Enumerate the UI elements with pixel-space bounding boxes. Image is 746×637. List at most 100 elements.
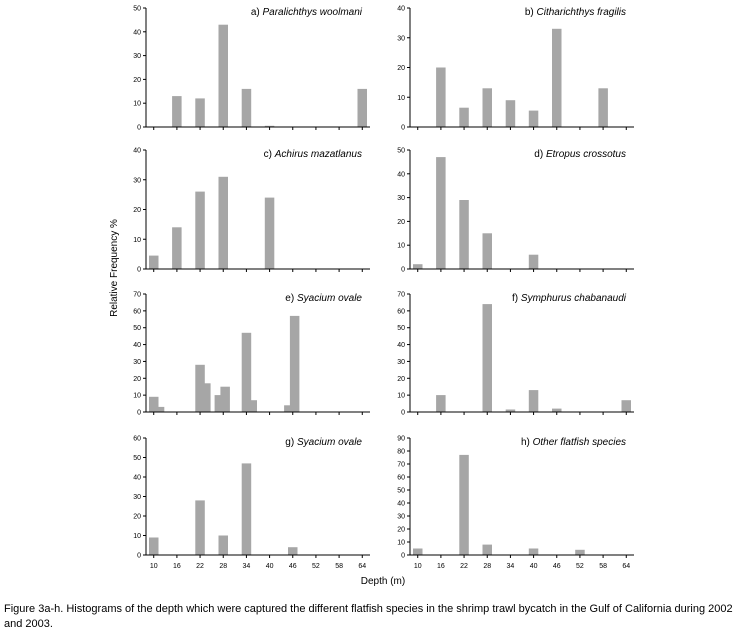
- y-tick-label-e-60: 60: [133, 308, 141, 315]
- x-tick-label-g-34: 34: [243, 563, 251, 570]
- y-tick-label-g-20: 20: [133, 514, 141, 521]
- panel-title-c: c) Achirus mazatlanus: [264, 149, 362, 160]
- x-tick-label-h-40: 40: [530, 563, 538, 570]
- bar-a-1: [195, 98, 205, 127]
- y-axis-title: Relative Frequency %: [109, 219, 120, 317]
- y-tick-label-a-0: 0: [137, 125, 141, 132]
- panel-letter-g: g): [285, 437, 294, 448]
- bar-e-2: [195, 364, 205, 412]
- y-tick-label-h-60: 60: [397, 475, 405, 482]
- y-tick-label-b-10: 10: [397, 95, 405, 102]
- y-tick-label-f-0: 0: [401, 410, 405, 417]
- x-tick-label-h-52: 52: [576, 563, 584, 570]
- y-tick-label-e-50: 50: [133, 325, 141, 332]
- y-tick-label-e-70: 70: [133, 292, 141, 299]
- x-tick-label-h-46: 46: [553, 563, 561, 570]
- x-tick-label-h-10: 10: [414, 563, 422, 570]
- bar-d-2: [459, 200, 469, 269]
- bar-f-3: [528, 390, 539, 412]
- bar-a-0: [172, 96, 182, 127]
- x-tick-label-g-58: 58: [335, 563, 343, 570]
- y-tick-label-h-30: 30: [397, 514, 405, 521]
- y-tick-label-b-40: 40: [397, 6, 405, 13]
- y-tick-label-e-10: 10: [133, 393, 141, 400]
- x-tick-label-g-22: 22: [196, 563, 204, 570]
- y-tick-label-f-10: 10: [397, 393, 405, 400]
- bar-b-1: [459, 107, 469, 127]
- bar-g-0: [149, 537, 159, 555]
- bar-c-2: [195, 191, 205, 269]
- x-tick-label-g-64: 64: [358, 563, 366, 570]
- bar-h-0: [413, 548, 423, 555]
- x-tick-label-h-58: 58: [599, 563, 607, 570]
- y-tick-label-c-0: 0: [137, 267, 141, 274]
- y-tick-label-c-30: 30: [133, 177, 141, 184]
- panel-title-a: a) Paralichthys woolmani: [251, 7, 363, 18]
- panel-species-e: Syacium ovale: [297, 293, 362, 304]
- y-tick-label-e-20: 20: [133, 376, 141, 383]
- bar-f-2: [505, 409, 516, 412]
- panel-species-g: Syacium ovale: [297, 437, 362, 448]
- panel-letter-c: c): [264, 149, 272, 160]
- y-tick-label-a-30: 30: [133, 53, 141, 60]
- bar-f-1: [482, 304, 492, 412]
- bar-g-4: [288, 547, 298, 555]
- y-tick-label-e-30: 30: [133, 359, 141, 366]
- panel-letter-b: b): [525, 7, 534, 18]
- panel-title-b: b) Citharichthys fragilis: [525, 7, 626, 18]
- y-tick-label-f-30: 30: [397, 359, 405, 366]
- bar-d-0: [413, 264, 423, 269]
- y-tick-label-b-20: 20: [397, 65, 405, 72]
- bar-b-5: [552, 28, 562, 127]
- bar-b-2: [482, 88, 492, 127]
- bar-f-5: [621, 400, 631, 412]
- bar-h-4: [575, 549, 585, 555]
- panel-title-h: h) Other flatfish species: [521, 437, 626, 448]
- panel-letter-f: f): [512, 293, 518, 304]
- bar-h-1: [459, 454, 469, 555]
- panel-species-d: Etropus crossotus: [546, 149, 626, 160]
- y-tick-label-h-90: 90: [397, 436, 405, 443]
- y-tick-label-h-70: 70: [397, 462, 405, 469]
- x-tick-label-g-10: 10: [150, 563, 158, 570]
- y-tick-label-g-30: 30: [133, 494, 141, 501]
- y-tick-label-h-80: 80: [397, 449, 405, 456]
- bar-f-4: [552, 408, 562, 412]
- bar-c-0: [149, 255, 159, 269]
- panel-title-g: g) Syacium ovale: [285, 437, 362, 448]
- y-tick-label-d-30: 30: [397, 195, 405, 202]
- y-tick-label-g-40: 40: [133, 475, 141, 482]
- y-tick-label-f-20: 20: [397, 376, 405, 383]
- panel-letter-e: e): [285, 293, 294, 304]
- x-tick-label-g-28: 28: [219, 563, 227, 570]
- y-tick-label-b-0: 0: [401, 125, 405, 132]
- bar-h-2: [482, 544, 492, 555]
- y-tick-label-f-60: 60: [397, 308, 405, 315]
- bar-d-3: [482, 233, 492, 269]
- bar-e-0: [149, 396, 159, 412]
- y-tick-label-c-10: 10: [133, 237, 141, 244]
- y-tick-label-e-40: 40: [133, 342, 141, 349]
- panel-title-d: d) Etropus crossotus: [534, 149, 626, 160]
- y-tick-label-d-20: 20: [397, 219, 405, 226]
- bar-a-2: [218, 24, 228, 128]
- y-tick-label-f-70: 70: [397, 292, 405, 299]
- y-tick-label-d-50: 50: [397, 148, 405, 155]
- y-tick-label-g-0: 0: [137, 553, 141, 560]
- x-tick-label-g-46: 46: [289, 563, 297, 570]
- x-tick-label-g-40: 40: [266, 563, 274, 570]
- figure-panels: Relative Frequency % Depth (m) 0 10 20 30 40…: [109, 6, 634, 587]
- panel-species-b: Citharichthys fragilis: [537, 7, 626, 18]
- y-tick-label-d-0: 0: [401, 267, 405, 274]
- y-tick-label-a-20: 20: [133, 77, 141, 84]
- bar-e-8: [284, 405, 294, 412]
- y-tick-label-f-50: 50: [397, 325, 405, 332]
- bar-c-3: [218, 176, 228, 269]
- bar-c-1: [172, 227, 182, 269]
- bar-b-6: [598, 88, 608, 127]
- bar-g-2: [218, 535, 228, 555]
- panel-species-f: Symphurus chabanaudi: [521, 293, 627, 304]
- x-tick-label-h-34: 34: [507, 563, 515, 570]
- y-tick-label-e-0: 0: [137, 410, 141, 417]
- y-tick-label-g-50: 50: [133, 455, 141, 462]
